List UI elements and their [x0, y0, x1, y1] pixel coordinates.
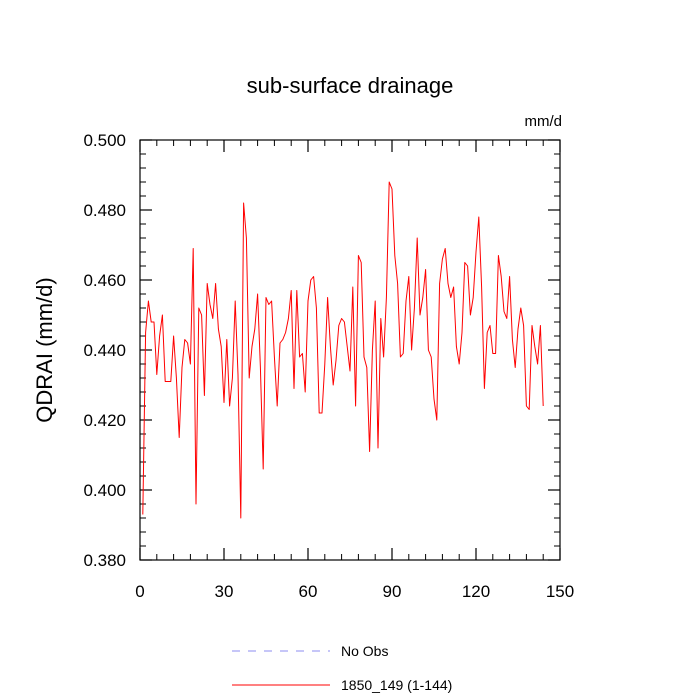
y-tick-label: 0.480: [83, 201, 126, 220]
y-tick-label: 0.400: [83, 481, 126, 500]
x-tick-label: 120: [462, 582, 490, 601]
x-tick-label: 150: [546, 582, 574, 601]
y-tick-label: 0.420: [83, 411, 126, 430]
y-tick-label: 0.460: [83, 271, 126, 290]
y-tick-label: 0.500: [83, 131, 126, 150]
x-tick-label: 30: [215, 582, 234, 601]
y-tick-label: 0.380: [83, 551, 126, 570]
plot-frame: [139, 139, 561, 561]
legend-no-obs-label: No Obs: [341, 643, 388, 659]
legend-run-label: 1850_149 (1-144): [341, 677, 452, 693]
x-tick-label: 90: [383, 582, 402, 601]
y-tick-label: 0.440: [83, 341, 126, 360]
units-label: mm/d: [525, 113, 563, 130]
series-line-1: [142, 181, 544, 519]
plot-series: [142, 181, 544, 519]
chart-title: sub-surface drainage: [247, 73, 454, 98]
x-tick-label: 60: [299, 582, 318, 601]
x-tick-label: 0: [135, 582, 144, 601]
tick-labels: 0 30 60 90 120 150 0.380 0.400 0.420 0.440 0.460 0.…: [83, 131, 574, 601]
legend: No Obs 1850_149 (1-144): [232, 643, 452, 693]
minor-ticks: [140, 140, 560, 560]
y-axis-label: QDRAI (mm/d): [32, 277, 57, 422]
